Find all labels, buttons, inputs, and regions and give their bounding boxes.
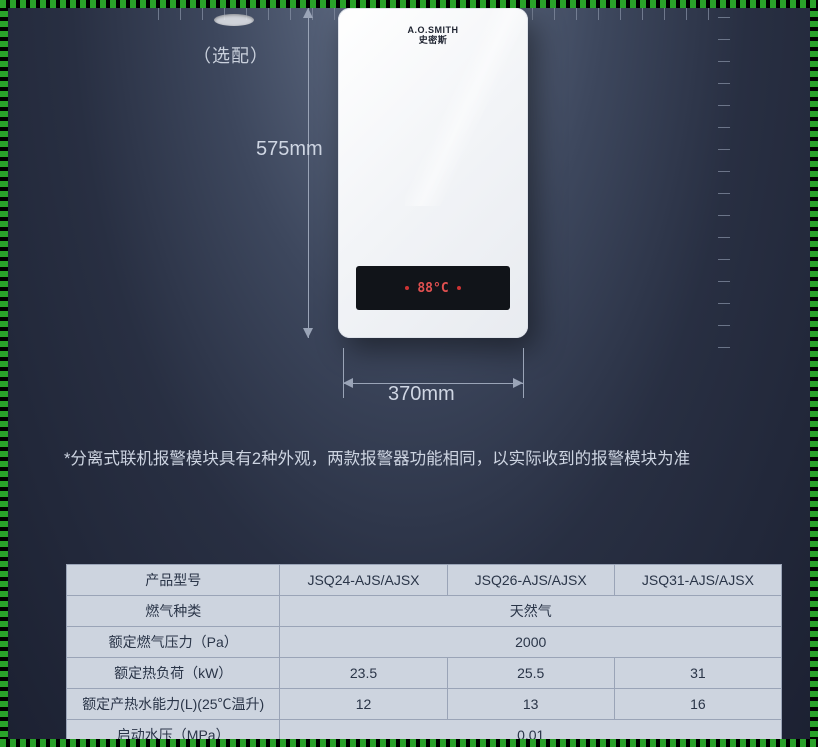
footnote-text: *分离式联机报警模块具有2种外观，两款报警器功能相同，以实际收到的报警模块为准 xyxy=(64,446,770,472)
width-dim-tick-left xyxy=(343,348,344,398)
table-row: 额定产热水能力(L)(25℃温升)121316 xyxy=(67,689,782,720)
row-value-cell: 12 xyxy=(280,689,447,720)
model-header-cell: JSQ24-AJS/AJSX xyxy=(280,565,447,596)
row-value-cell: 23.5 xyxy=(280,658,447,689)
table-header-row: 产品型号JSQ24-AJS/AJSXJSQ26-AJS/AJSXJSQ31-AJ… xyxy=(67,565,782,596)
row-value-cell: 0.01 xyxy=(280,720,782,740)
row-label-cell: 启动水压（MPa） xyxy=(67,720,280,740)
water-heater-device: A.O.SMITH 史密斯 88°C xyxy=(338,8,528,338)
spec-table-body: 产品型号JSQ24-AJS/AJSXJSQ26-AJS/AJSXJSQ31-AJ… xyxy=(67,565,782,740)
accessory-icon xyxy=(214,14,254,26)
width-dim-tick-right xyxy=(523,348,524,398)
brand-line1: A.O.SMITH xyxy=(408,25,459,35)
row-value-cell: 2000 xyxy=(280,627,782,658)
outer-border: （选配） 575mm A.O.SMITH 史密斯 88°C xyxy=(0,0,818,747)
row-label-cell: 额定燃气压力（Pa） xyxy=(67,627,280,658)
model-header-cell: JSQ26-AJS/AJSX xyxy=(447,565,614,596)
width-dim-arrow-right xyxy=(513,378,523,388)
height-dim-arrow-top xyxy=(303,8,313,18)
width-dim-arrow-left xyxy=(343,378,353,388)
product-illustration: （选配） 575mm A.O.SMITH 史密斯 88°C xyxy=(8,8,810,408)
indicator-dot-icon xyxy=(405,286,409,290)
row-label-cell: 额定产热水能力(L)(25℃温升) xyxy=(67,689,280,720)
spec-table: 产品型号JSQ24-AJS/AJSXJSQ26-AJS/AJSXJSQ31-AJ… xyxy=(66,564,782,739)
row-label-cell: 燃气种类 xyxy=(67,596,280,627)
table-row: 额定燃气压力（Pa）2000 xyxy=(67,627,782,658)
temperature-readout: 88°C xyxy=(417,281,448,296)
header-label-cell: 产品型号 xyxy=(67,565,280,596)
brand-label: A.O.SMITH 史密斯 xyxy=(408,26,459,46)
brand-line2: 史密斯 xyxy=(419,35,448,45)
ruler-right xyxy=(718,8,730,348)
model-header-cell: JSQ31-AJS/AJSX xyxy=(614,565,781,596)
row-value-cell: 天然气 xyxy=(280,596,782,627)
table-row: 额定热负荷（kW）23.525.531 xyxy=(67,658,782,689)
row-value-cell: 31 xyxy=(614,658,781,689)
device-display-panel: 88°C xyxy=(356,266,510,310)
table-row: 燃气种类天然气 xyxy=(67,596,782,627)
row-value-cell: 13 xyxy=(447,689,614,720)
table-row: 启动水压（MPa）0.01 xyxy=(67,720,782,740)
row-value-cell: 16 xyxy=(614,689,781,720)
content-panel: （选配） 575mm A.O.SMITH 史密斯 88°C xyxy=(8,8,810,739)
height-dimension-label: 575mm xyxy=(256,138,323,161)
optional-label: （选配） xyxy=(193,42,269,68)
indicator-dot-icon xyxy=(457,286,461,290)
row-label-cell: 额定热负荷（kW） xyxy=(67,658,280,689)
height-dimension-line xyxy=(308,8,309,338)
width-dimension-label: 370mm xyxy=(388,383,455,406)
height-dim-arrow-bottom xyxy=(303,328,313,338)
row-value-cell: 25.5 xyxy=(447,658,614,689)
